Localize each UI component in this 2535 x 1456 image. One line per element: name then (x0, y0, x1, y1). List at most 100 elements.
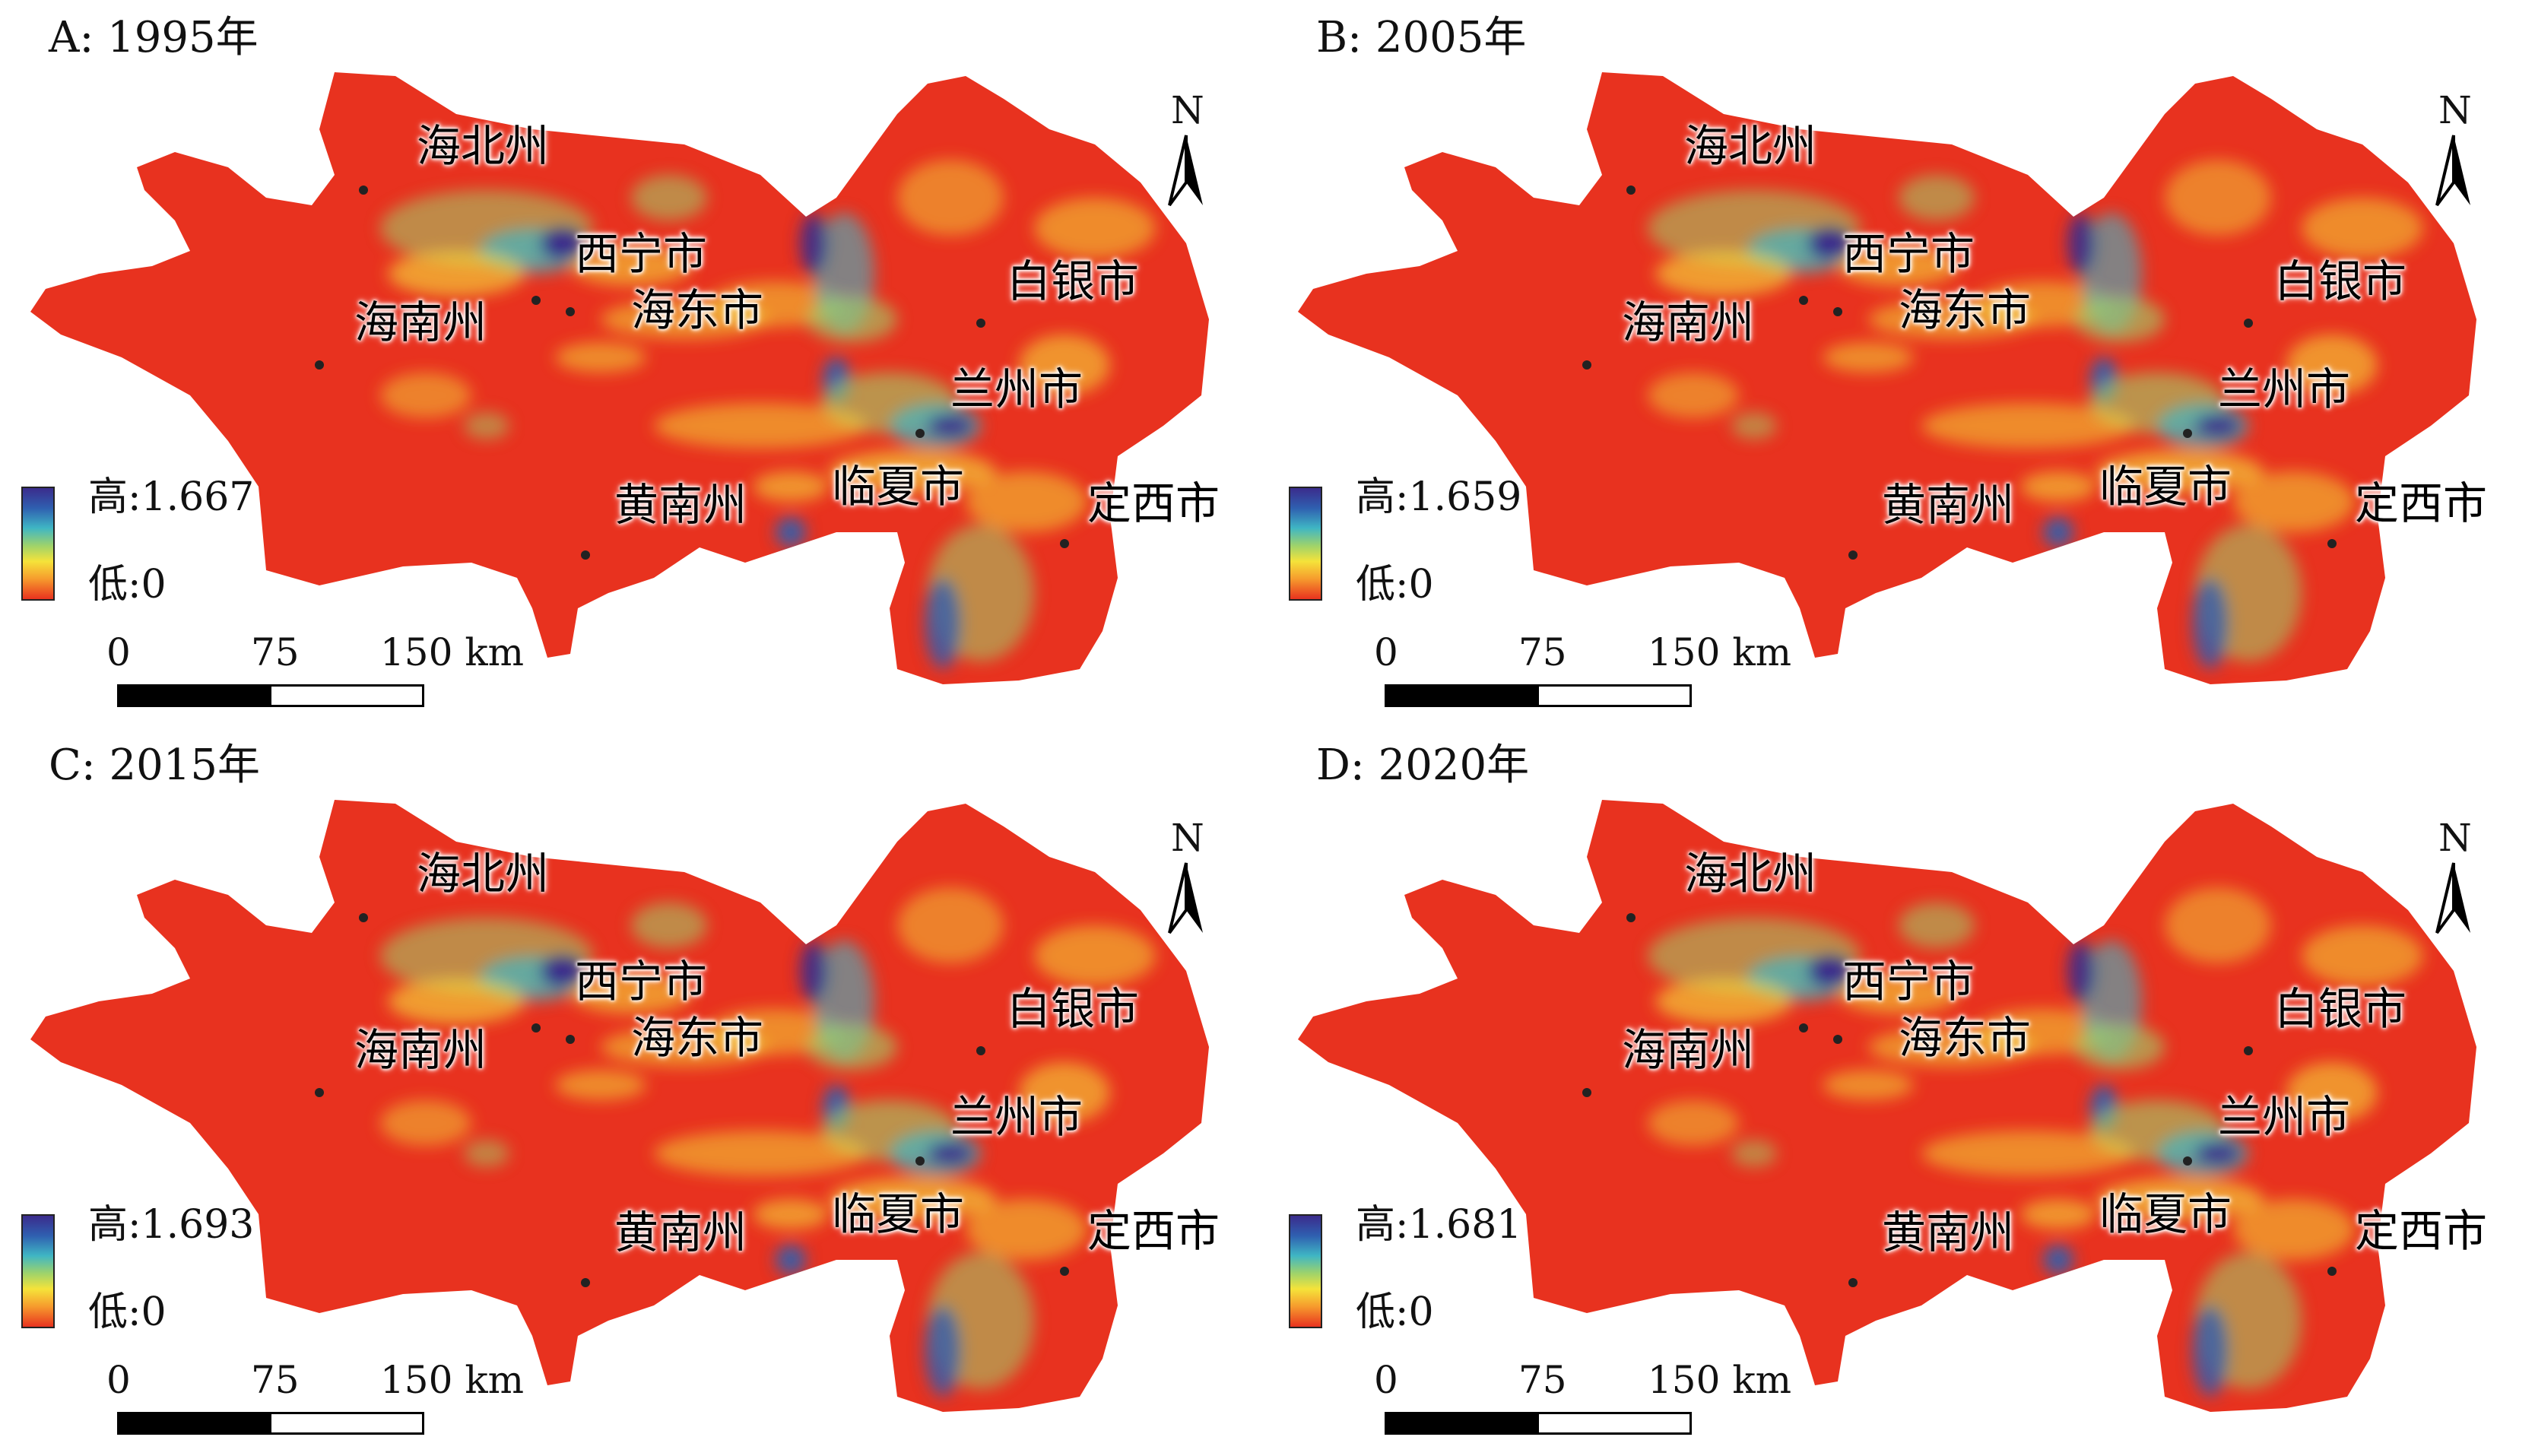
intensity-patch (2165, 887, 2271, 963)
intensity-patch (2073, 297, 2165, 342)
intensity-patch (2020, 1199, 2096, 1229)
map-panel-a: A: 1995年 海北州 西宁市 海南州 海东市 白银市 兰州市 黄南州 临夏市… (0, 0, 1268, 728)
scale-tick-75: 75 (1518, 630, 1567, 674)
city-point (1626, 913, 1636, 922)
city-point (1582, 1088, 1591, 1097)
legend-color-ramp (21, 487, 55, 601)
intensity-patch (540, 227, 585, 260)
city-point (1848, 1278, 1858, 1287)
city-point (915, 1156, 925, 1166)
label-haibei: 海北州 (417, 848, 550, 899)
legend-high-label: 高:1.693 (88, 1202, 255, 1248)
legend-color-ramp (21, 1214, 55, 1328)
intensity-patch (380, 1100, 471, 1146)
intensity-patch (776, 517, 806, 547)
north-letter: N (1171, 88, 1204, 132)
intensity-patch (654, 403, 867, 449)
map-raster (1298, 72, 2476, 684)
label-hainan: 海南州 (1622, 1024, 1755, 1076)
intensity-patch (925, 578, 961, 669)
intensity-patch (388, 979, 525, 1024)
label-haidong: 海东市 (1899, 284, 2032, 336)
intensity-patch (2073, 1024, 2165, 1070)
intensity-patch (2020, 471, 2096, 502)
label-lanzhou: 兰州市 (2218, 1091, 2351, 1143)
label-haidong: 海东市 (631, 284, 764, 336)
label-dingxi: 定西市 (1087, 1205, 1220, 1257)
map-raster (1298, 800, 2476, 1412)
intensity-patch (829, 1178, 996, 1220)
legend-high-label: 高:1.659 (1356, 474, 1522, 520)
intensity-patch (928, 414, 973, 438)
intensity-patch (1838, 974, 1959, 1013)
intensity-patch (897, 160, 1004, 236)
intensity-patch (2302, 925, 2423, 986)
label-haidong: 海东市 (631, 1012, 764, 1064)
label-linxia: 临夏市 (2099, 1188, 2232, 1240)
intensity-patch (555, 1070, 646, 1100)
label-haibei: 海北州 (1684, 120, 1817, 172)
label-haibei: 海北州 (1684, 848, 1817, 899)
panel-title: D: 2020年 (1316, 741, 1530, 790)
city-point (581, 1278, 590, 1287)
scale-tick-75: 75 (1518, 1358, 1567, 1402)
intensity-patch (1648, 373, 1739, 418)
legend-low-label: 低:0 (88, 1289, 167, 1335)
intensity-patch (966, 471, 1087, 532)
label-baiyin: 白银市 (1007, 255, 1140, 307)
city-point (1060, 1267, 1069, 1276)
city-point (2183, 1156, 2192, 1166)
label-huangnan: 黄南州 (614, 479, 747, 531)
intensity-patch (464, 1140, 509, 1167)
legend-high-label: 高:1.667 (88, 474, 255, 520)
city-point (2183, 429, 2192, 438)
label-xining: 西宁市 (1842, 956, 1975, 1007)
intensity-patch (1648, 1100, 1739, 1146)
intensity-patch (2067, 941, 2095, 1001)
city-point (976, 319, 985, 328)
city-point (1799, 1023, 1808, 1033)
north-letter: N (2438, 816, 2472, 860)
scale-tick-150: 150 km (1648, 630, 1792, 674)
intensity-patch (1838, 246, 1959, 286)
city-point (315, 360, 324, 370)
panel-title: B: 2005年 (1316, 13, 1527, 62)
label-baiyin: 白银市 (1007, 983, 1140, 1035)
scale-tick-150: 150 km (1648, 1358, 1792, 1402)
city-point (531, 296, 541, 305)
north-letter: N (2438, 88, 2472, 132)
map-panel-c: C: 2015年 海北州 西宁市 海南州 海东市 白银市 兰州市 黄南州 临夏市… (0, 728, 1268, 1455)
intensity-patch (1655, 979, 1792, 1024)
label-huangnan: 黄南州 (1882, 1207, 2015, 1258)
north-arrow-icon (1168, 862, 1203, 934)
city-point (2244, 319, 2253, 328)
intensity-patch (829, 450, 996, 493)
label-linxia: 临夏市 (832, 1188, 965, 1240)
scale-tick-0: 0 (1374, 1358, 1398, 1402)
map-raster (30, 800, 1209, 1412)
label-haibei: 海北州 (417, 120, 550, 172)
intensity-patch (2043, 1245, 2073, 1275)
intensity-patch (2165, 160, 2271, 236)
intensity-patch (1731, 1140, 1777, 1167)
intensity-patch (1807, 954, 1853, 988)
scale-bar (1385, 1412, 1692, 1435)
intensity-patch (1921, 1131, 2134, 1176)
intensity-patch (1019, 1062, 1110, 1123)
intensity-patch (1823, 342, 1914, 373)
city-point (1060, 539, 1069, 548)
scale-tick-150: 150 km (380, 630, 525, 674)
intensity-patch (1655, 251, 1792, 297)
scale-tick-150: 150 km (380, 1358, 525, 1402)
intensity-patch (800, 941, 827, 1001)
label-lanzhou: 兰州市 (950, 1091, 1083, 1143)
map-panel-d: D: 2020年 海北州 西宁市 海南州 海东市 白银市 兰州市 黄南州 临夏市… (1268, 728, 2535, 1455)
north-arrow-icon (2435, 135, 2470, 207)
intensity-patch (753, 471, 829, 502)
city-point (976, 1046, 985, 1055)
scale-tick-0: 0 (1374, 630, 1398, 674)
intensity-patch (753, 1199, 829, 1229)
intensity-patch (2286, 1062, 2378, 1123)
label-huangnan: 黄南州 (1882, 479, 2015, 531)
city-point (359, 186, 368, 195)
